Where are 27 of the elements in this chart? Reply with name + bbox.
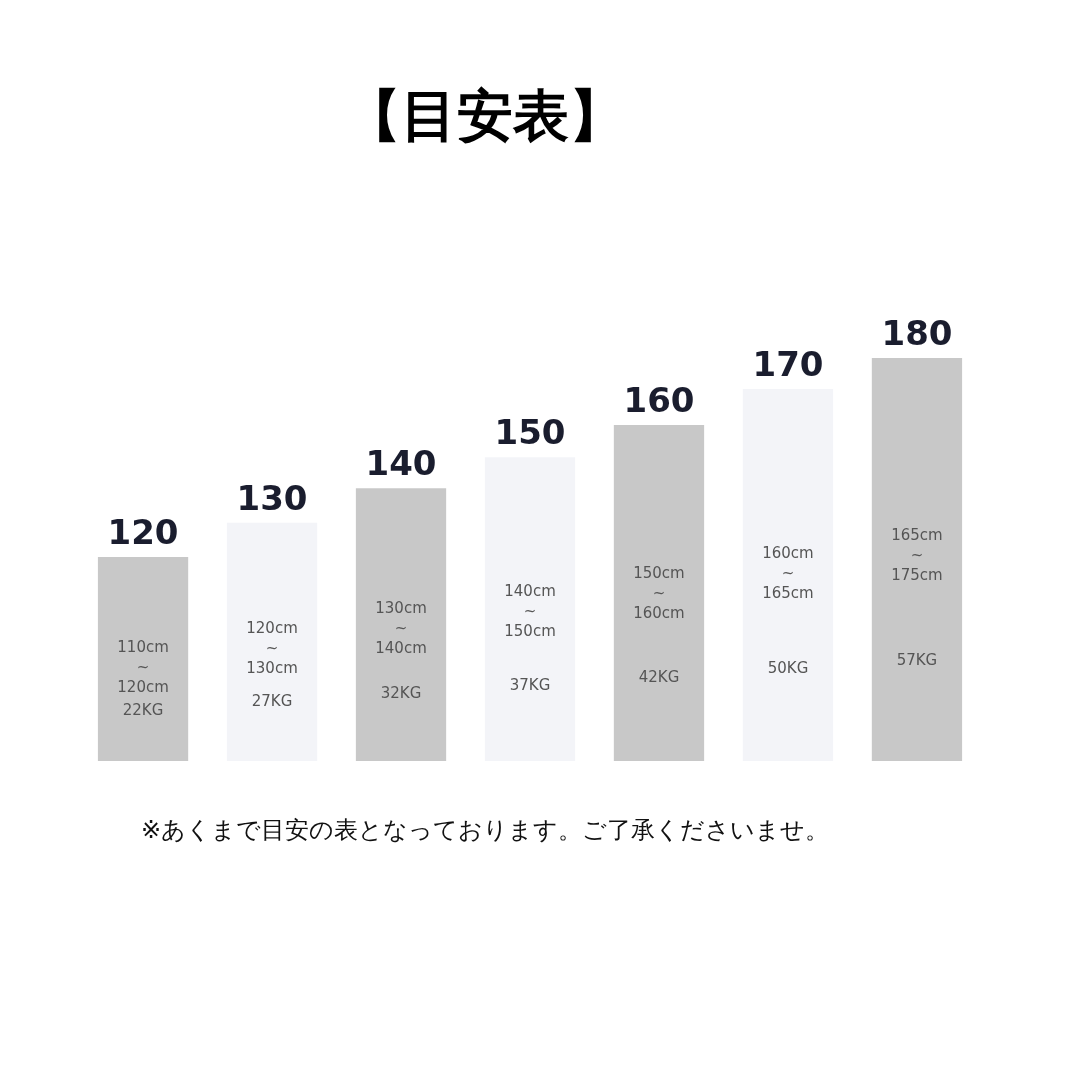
x-tick-label: 180: [881, 313, 953, 353]
x-tick-label: 120: [107, 512, 179, 553]
annotation: 27KG: [251, 692, 293, 711]
annotation: 150cm ~ 160cm: [633, 563, 685, 622]
chart-title: 【目安表】: [345, 83, 625, 148]
annotation: 37KG: [509, 676, 551, 695]
x-tick-label: 140: [365, 443, 437, 484]
annotation: 32KG: [380, 683, 422, 702]
annotation: 110cm ~ 120cm: [117, 637, 169, 696]
annotation: 42KG: [638, 667, 680, 686]
bar: [613, 424, 705, 761]
x-tick-label: 130: [236, 477, 308, 518]
x-tick-label: 150: [494, 412, 566, 453]
annotation: 120cm ~ 130cm: [246, 618, 298, 677]
annotation: 140cm ~ 150cm: [504, 581, 556, 640]
bar: [355, 488, 447, 761]
x-tick-label: 170: [752, 344, 824, 385]
annotation: 57KG: [896, 651, 938, 670]
x-tick-label: 160: [623, 379, 695, 420]
annotation: 165cm ~ 175cm: [891, 526, 943, 585]
annotation: 160cm ~ 165cm: [762, 543, 814, 602]
text: ※あくまで目安の表となっております。ご了承くださいませ。: [140, 816, 830, 844]
annotation: 22KG: [122, 701, 164, 720]
annotation: 130cm ~ 140cm: [375, 599, 427, 658]
bar: [871, 358, 963, 761]
annotation: 50KG: [767, 659, 809, 678]
bar: [97, 557, 189, 761]
